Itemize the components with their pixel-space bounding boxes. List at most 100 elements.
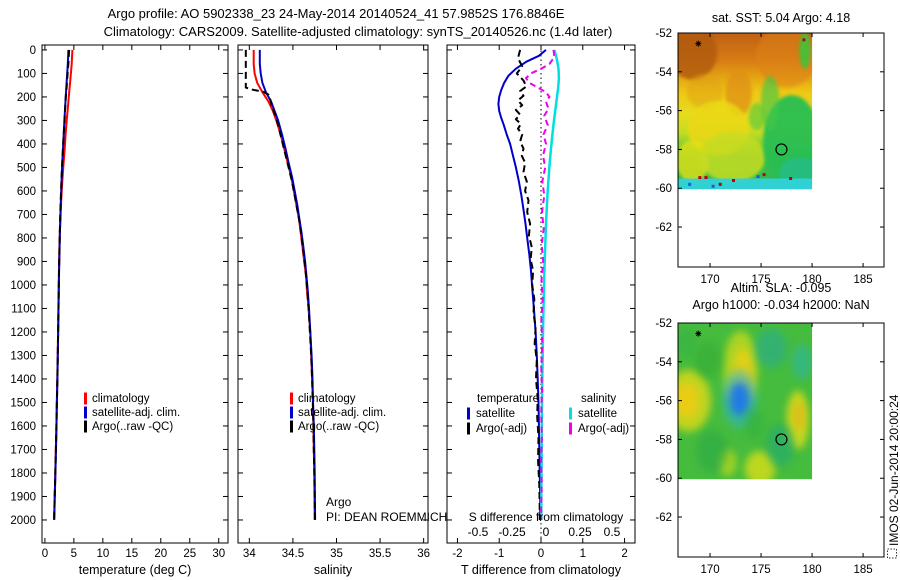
map-title: Argo h1000: -0.034 h2000: NaN: [692, 298, 869, 312]
legend-marker: [84, 392, 87, 405]
lon-tick-label: 170: [700, 274, 719, 286]
x-tick-label: 10: [96, 548, 109, 560]
legend-marker: [569, 422, 572, 435]
profile-position-circle-marker: [775, 433, 788, 446]
map-blob: [678, 369, 711, 432]
depth-tick-label: 1000: [10, 280, 36, 292]
depth-tick-label: 300: [17, 115, 36, 127]
panel-annotation: PI: DEAN ROEMMICH: [326, 510, 447, 524]
lat-tick-label: -52: [655, 318, 672, 330]
map-speck: [789, 177, 793, 181]
chart-root: 0 5 10 15 20 25 300100200300400500600700800900…: [10, 11, 900, 577]
depth-tick-label: 1700: [10, 444, 36, 456]
difference-profile-curve-t-diff-satellite: [497, 49, 547, 520]
map-blob: [686, 73, 724, 109]
depth-tick-label: 0: [30, 45, 36, 57]
panel-annotation: -0.5: [468, 525, 489, 539]
x-tick-label: 20: [154, 548, 167, 560]
map-title: sat. SST: 5.04 Argo: 4.18: [712, 11, 850, 25]
legend-label: Argo(-adj): [476, 423, 527, 435]
float-start-star-marker: [695, 330, 702, 337]
difference-profile-panel: -2 -1 0 1 2 T difference from climatology temp…: [446, 44, 636, 577]
x-tick-label: -1: [494, 548, 504, 560]
lat-tick-label: -60: [655, 473, 672, 485]
map-speck: [718, 182, 722, 186]
map-field-blobs: [678, 33, 813, 190]
x-tick-label: -2: [452, 548, 462, 560]
legend-label: satellite-adj. clim.: [92, 407, 180, 419]
axis-box: [677, 322, 885, 558]
x-tick-label: 30: [212, 548, 225, 560]
map-cold-band: [678, 178, 813, 190]
legend-marker: [467, 407, 470, 420]
sst-map-panel: 170 175 180 185 -52 -54 -56 -58 -60 -62 sat. SST: …: [655, 11, 885, 286]
panel-annotation: 0: [543, 525, 550, 539]
map-blob: [755, 328, 788, 368]
depth-tick-label: 2000: [10, 515, 36, 527]
difference-profile-curve-t-diff-argo: [514, 49, 541, 520]
difference-profile-curve-s-diff-satellite: [540, 49, 561, 520]
lat-tick-label: -62: [655, 222, 672, 234]
depth-tick-label: 1800: [10, 468, 36, 480]
map-blob: [756, 33, 813, 88]
lat-tick-label: -56: [655, 396, 672, 408]
x-axis-label: temperature (deg C): [79, 563, 192, 577]
legend-label: climatology: [298, 393, 356, 405]
map-blob: [743, 408, 765, 440]
map-speck: [704, 176, 708, 180]
map-title: Altim. SLA: -0.095: [731, 281, 832, 295]
map-blob: [744, 451, 776, 480]
map-blob: [748, 102, 766, 130]
depth-tick-label: 1600: [10, 421, 36, 433]
legend-label: satellite-adj. clim.: [298, 407, 386, 419]
x-tick-label: 2: [621, 548, 627, 560]
legend-marker: [84, 406, 87, 419]
x-tick-label: 5: [71, 548, 77, 560]
depth-tick-label: 400: [17, 139, 36, 151]
map-blob: [791, 344, 813, 380]
lon-tick-label: 180: [802, 564, 821, 576]
salinity-profile-curve-climatology: [252, 49, 316, 521]
axis-box: [237, 44, 429, 544]
x-axis-label: T difference from climatology: [461, 563, 622, 577]
map-speck: [762, 173, 766, 177]
lat-tick-label: -54: [655, 357, 672, 369]
depth-tick-label: 800: [17, 233, 36, 245]
legend-header: salinity: [581, 393, 616, 405]
depth-tick-label: 1100: [11, 303, 36, 315]
legend-marker: [84, 420, 87, 433]
depth-tick-label: 100: [17, 68, 36, 80]
x-tick-label: 15: [125, 548, 138, 560]
lat-tick-label: -58: [655, 144, 672, 156]
lat-tick-label: -56: [655, 106, 672, 118]
depth-tick-label: 200: [17, 92, 36, 104]
x-tick-label: 25: [183, 548, 196, 560]
legend-header: temperature: [477, 393, 539, 405]
map-blob: [761, 75, 780, 131]
legend-label: climatology: [92, 393, 150, 405]
panel-annotation: 0.5: [604, 525, 621, 539]
map-blob: [694, 342, 722, 378]
map-blob: [678, 326, 696, 358]
legend-marker: [290, 392, 293, 405]
sla-map-panel: 170 175 180 185 -52 -54 -56 -58 -60 -62 Altim. SLA…: [655, 281, 900, 576]
legend-label: satellite: [476, 408, 515, 420]
panel-annotation: S difference from climatology: [469, 510, 624, 524]
map-blob: [699, 132, 766, 183]
panel-annotation: 0.25: [568, 525, 592, 539]
x-tick-label: 0: [42, 548, 48, 560]
map-speck: [688, 182, 692, 186]
lon-tick-label: 175: [751, 274, 770, 286]
legend-label: Argo(..raw -QC): [298, 421, 379, 433]
x-tick-label: 0: [538, 548, 544, 560]
lon-tick-label: 185: [853, 274, 872, 286]
float-start-star-marker: [695, 40, 702, 47]
salinity-profile-curve-argo-raw: [244, 49, 316, 521]
x-axis-label: salinity: [314, 563, 353, 577]
map-speck: [711, 184, 715, 188]
lon-tick-label: 175: [751, 564, 770, 576]
legend-marker: [290, 406, 293, 419]
panel-annotation: Argo: [326, 495, 352, 509]
depth-tick-label: 1200: [10, 327, 36, 339]
